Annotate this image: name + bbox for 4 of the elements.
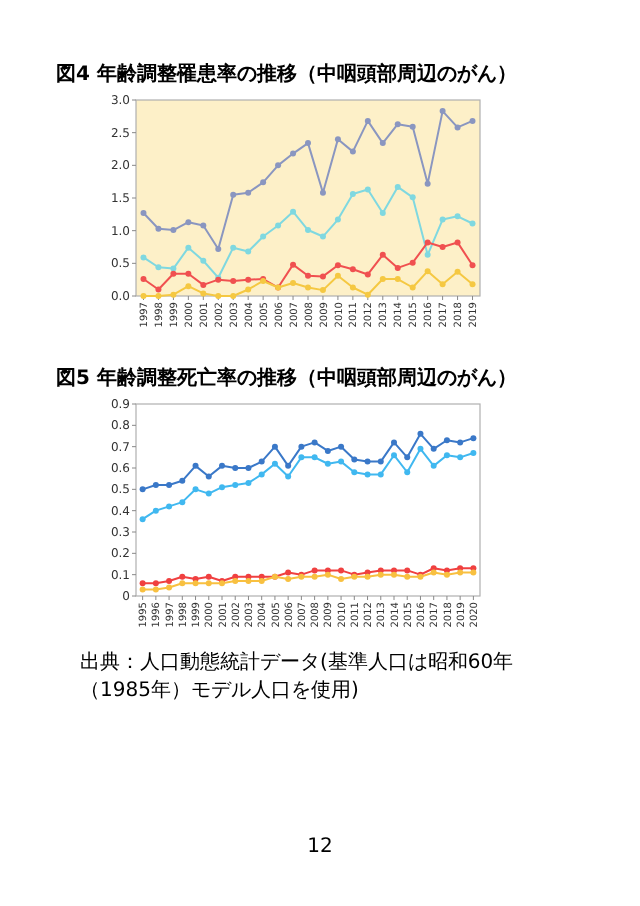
source-note: 出典：人口動態統計データ(基準人口は昭和60年（1985年）モデル人口を使用) <box>80 649 516 704</box>
text: 12 <box>305 836 335 858</box>
chart-title: 図4 年齢調整罹患率の推移（中咽頭部周辺のがん） <box>56 60 517 88</box>
chart-title: 図5 年齢調整死亡率の推移（中咽頭部周辺のがん） <box>56 364 517 392</box>
